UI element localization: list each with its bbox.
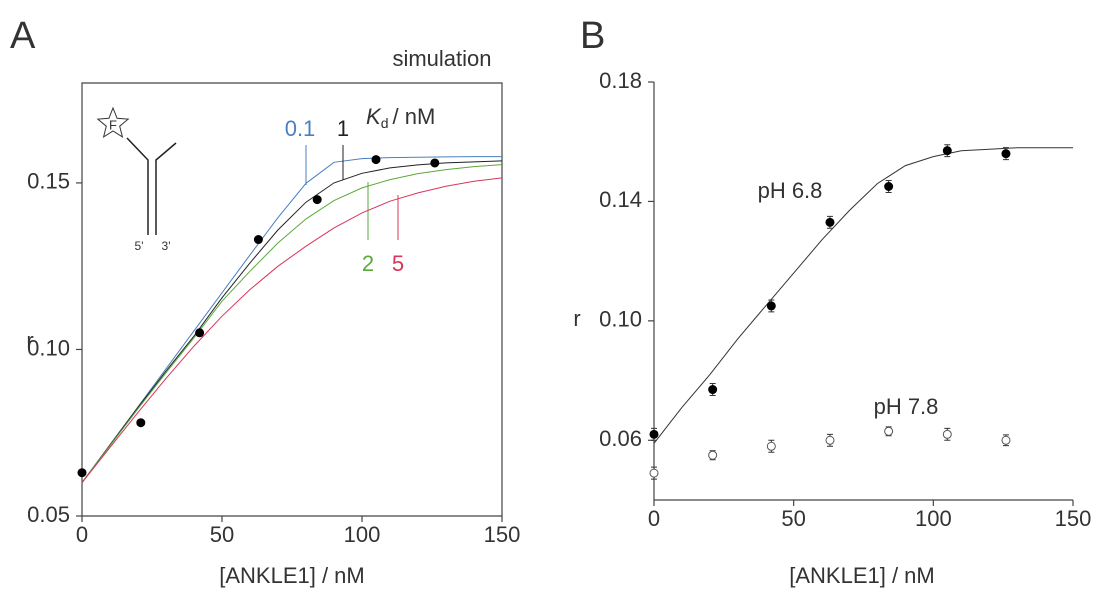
x-axis-label: [ANKLE1] / nM xyxy=(219,563,365,588)
x-tick-label: 150 xyxy=(1055,506,1092,531)
y-axis-label: r xyxy=(573,306,580,331)
data-point xyxy=(766,301,776,311)
series-label: 5 xyxy=(392,251,404,276)
data-point xyxy=(136,418,146,428)
y-tick-label: 0.15 xyxy=(27,169,70,194)
data-point xyxy=(884,426,894,436)
data-point xyxy=(195,328,205,338)
data-point xyxy=(371,155,381,165)
data-point xyxy=(1001,435,1011,445)
data-point xyxy=(766,441,776,451)
data-point xyxy=(825,435,835,445)
data-point xyxy=(77,468,87,478)
series-label: 1 xyxy=(337,116,349,141)
panel-label: B xyxy=(580,15,605,57)
data-point xyxy=(942,429,952,439)
data-point xyxy=(708,385,718,395)
series-label: pH 7.8 xyxy=(874,394,939,419)
legend-subscript: d xyxy=(381,115,389,131)
data-point xyxy=(1001,149,1011,159)
y-tick-label: 0.06 xyxy=(599,426,642,451)
subtitle: simulation xyxy=(392,46,491,71)
legend-unit: / nM xyxy=(392,104,435,129)
y-tick-label: 0.14 xyxy=(599,187,642,212)
y-tick-label: 0.18 xyxy=(599,68,642,93)
data-point xyxy=(253,235,263,245)
curve xyxy=(81,156,502,483)
x-tick-label: 150 xyxy=(484,522,521,547)
x-tick-label: 100 xyxy=(915,506,952,531)
data-point xyxy=(312,195,322,205)
legend-symbol: K xyxy=(366,104,382,129)
curve xyxy=(653,147,1073,444)
y-tick-label: 0.10 xyxy=(27,335,70,360)
axis xyxy=(81,82,503,517)
curve xyxy=(81,164,503,484)
y-tick-label: 0.10 xyxy=(599,307,642,332)
curve xyxy=(81,177,503,484)
data-point xyxy=(708,450,718,460)
x-tick-label: 50 xyxy=(781,506,805,531)
series-label: pH 6.8 xyxy=(758,178,823,203)
x-tick-label: 0 xyxy=(648,506,660,531)
x-tick-label: 0 xyxy=(76,522,88,547)
y-tick-label: 0.05 xyxy=(27,502,70,527)
data-point xyxy=(649,429,659,439)
data-point xyxy=(884,182,894,191)
series-label: 2 xyxy=(362,251,374,276)
y-axis-label: r xyxy=(26,328,33,353)
dna-inset: F 5' 3' xyxy=(96,106,177,253)
x-axis-label: [ANKLE1] / nM xyxy=(789,563,935,588)
panel-label: A xyxy=(10,15,36,57)
legend-title: Kd / nM xyxy=(366,104,435,131)
dna-strands xyxy=(126,137,177,235)
x-tick-label: 100 xyxy=(344,522,381,547)
data-point xyxy=(942,146,952,156)
axis xyxy=(653,82,1073,501)
inset-label: 3' xyxy=(162,239,171,253)
x-tick-label: 50 xyxy=(210,522,234,547)
curve xyxy=(81,160,503,483)
series-label: 0.1 xyxy=(285,116,316,141)
data-point xyxy=(825,217,835,227)
inset-label: F xyxy=(109,117,117,132)
data-point xyxy=(430,158,440,168)
inset-label: 5' xyxy=(135,239,144,253)
data-point xyxy=(649,468,659,478)
fluorophore-star xyxy=(96,106,130,138)
